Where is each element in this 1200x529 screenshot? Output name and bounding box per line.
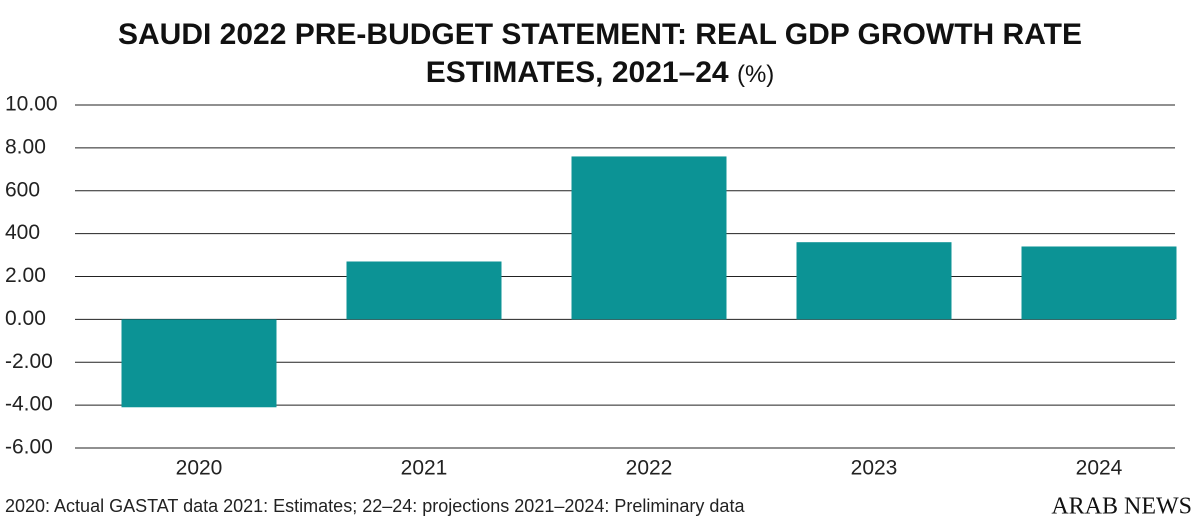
bar [571, 156, 727, 320]
x-tick-label: 2022 [626, 457, 673, 480]
bar [796, 242, 952, 320]
y-tick-label: 2.00 [5, 264, 46, 287]
source-logo: ARAB NEWS [1051, 494, 1192, 520]
y-tick-label: 0.00 [5, 307, 46, 330]
y-tick-label: -6.00 [5, 436, 53, 459]
x-tick-label: 2021 [401, 457, 448, 480]
y-tick-label: 8.00 [5, 135, 46, 158]
footnote: 2020: Actual GASTAT data 2021: Estimates… [5, 496, 745, 516]
bar [121, 319, 277, 408]
y-tick-label: 10.00 [5, 93, 58, 116]
chart-title-block: SAUDI 2022 PRE-BUDGET STATEMENT: REAL GD… [35, 16, 1165, 94]
x-tick-label: 2023 [851, 457, 898, 480]
bar [346, 261, 502, 320]
y-tick-label: -2.00 [5, 350, 53, 373]
x-tick-label: 2024 [1076, 457, 1123, 480]
y-tick-label: -4.00 [5, 393, 53, 416]
chart-title: SAUDI 2022 PRE-BUDGET STATEMENT: REAL GD… [118, 18, 1082, 89]
bar [1021, 246, 1177, 320]
x-tick-label: 2020 [176, 457, 223, 480]
y-tick-label: 600 [5, 178, 40, 201]
y-tick-label: 400 [5, 221, 40, 244]
unit-label: (%) [736, 61, 775, 88]
